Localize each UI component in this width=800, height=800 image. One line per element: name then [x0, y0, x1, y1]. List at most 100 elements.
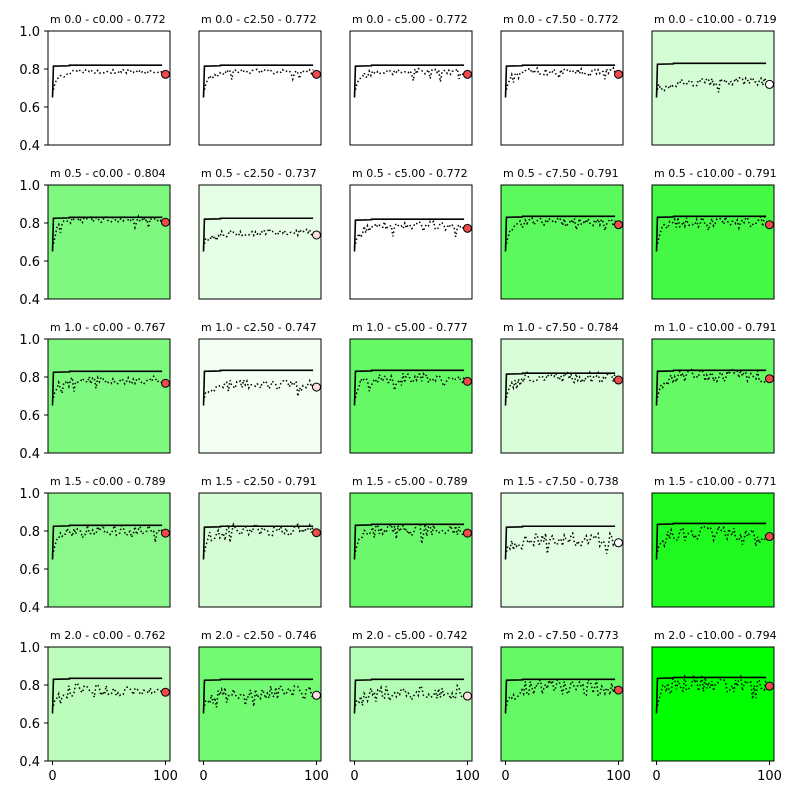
subplot-title: m 0.5 - c2.50 - 0.737 — [201, 167, 317, 180]
subplot-0-0: m 0.0 - c0.00 - 0.772 1.0 0.8 0.6 0.4 — [19, 13, 171, 154]
subplot-1-3: m 0.5 - c7.50 - 0.791 — [500, 167, 624, 300]
epoch-trajectory-line — [353, 371, 465, 402]
subplot-title: m 0.0 - c5.00 - 0.772 — [352, 13, 468, 26]
subplot-4-2: m 2.0 - c5.00 - 0.742 0 100 — [349, 629, 480, 784]
subplot-frame — [198, 30, 322, 146]
y-tick-label: 0.4 — [19, 601, 40, 616]
y-tick-label: 1.0 — [19, 641, 40, 656]
subplot-frame — [47, 492, 171, 608]
subplot-frame — [500, 492, 624, 608]
subplot-3-2: m 1.5 - c5.00 - 0.789 — [349, 475, 473, 608]
x-tick-label: 100 — [304, 769, 329, 784]
subplot-2-3: m 1.0 - c7.50 - 0.784 — [500, 321, 624, 454]
subplot-background — [48, 31, 170, 145]
y-tick-label: 0.8 — [19, 217, 40, 232]
final-value-marker — [160, 217, 170, 227]
subplot-frame — [500, 30, 624, 146]
subplot-background — [48, 493, 170, 607]
subplot-title: m 2.0 - c5.00 - 0.742 — [352, 629, 468, 642]
x-tick-label: 100 — [153, 769, 178, 784]
subplot-background — [350, 493, 472, 607]
x-tick-label: 0 — [501, 769, 509, 784]
subplot-background — [350, 339, 472, 453]
final-value-marker — [613, 220, 623, 230]
epoch-trajectory-line — [655, 75, 767, 94]
subplot-background — [350, 31, 472, 145]
subplot-background — [199, 339, 321, 453]
subplot-background — [501, 647, 623, 761]
subplot-title: m 1.0 - c5.00 - 0.777 — [352, 321, 468, 334]
subplot-background — [199, 185, 321, 299]
final-value-marker — [613, 375, 623, 385]
best-so-far-line — [51, 370, 163, 406]
epoch-trajectory-line — [51, 214, 163, 248]
subplot-background — [350, 647, 472, 761]
final-value-marker — [764, 220, 774, 230]
y-tick-label: 0.6 — [19, 255, 40, 270]
subplot-0-1: m 0.0 - c2.50 - 0.772 — [198, 13, 322, 146]
best-so-far-line — [655, 62, 767, 98]
subplot-1-2: m 0.5 - c5.00 - 0.772 — [349, 167, 473, 300]
subplot-frame — [349, 646, 473, 762]
subplot-0-2: m 0.0 - c5.00 - 0.772 — [349, 13, 473, 146]
final-value-marker — [160, 378, 170, 388]
subplot-2-0: m 1.0 - c0.00 - 0.767 1.0 0.8 0.6 0.4 — [19, 321, 171, 462]
final-value-marker — [764, 681, 774, 691]
y-tick-label: 0.6 — [19, 409, 40, 424]
final-value-marker — [311, 690, 321, 700]
subplot-frame — [500, 646, 624, 762]
subplot-frame — [651, 338, 775, 454]
subplot-title: m 1.0 - c7.50 - 0.784 — [503, 321, 619, 334]
subplot-2-4: m 1.0 - c10.00 - 0.791 — [651, 321, 777, 454]
subplot-title: m 1.5 - c10.00 - 0.771 — [654, 475, 777, 488]
subplot-frame — [198, 184, 322, 300]
epoch-trajectory-line — [51, 68, 163, 94]
epoch-trajectory-line — [51, 522, 163, 556]
x-tick-label: 0 — [48, 769, 56, 784]
y-tick-label: 0.4 — [19, 755, 40, 770]
subplot-background — [652, 185, 774, 299]
subplot-background — [48, 339, 170, 453]
x-tick-label: 100 — [455, 769, 480, 784]
subplot-frame — [47, 646, 171, 762]
final-value-marker — [311, 69, 321, 79]
subplot-frame — [198, 492, 322, 608]
subplot-background — [501, 31, 623, 145]
final-value-marker — [462, 691, 472, 701]
subplot-title: m 2.0 - c7.50 - 0.773 — [503, 629, 619, 642]
subplot-1-1: m 0.5 - c2.50 - 0.737 — [198, 167, 322, 300]
subplot-frame — [349, 184, 473, 300]
y-tick-label: 0.6 — [19, 101, 40, 116]
y-tick-label: 0.4 — [19, 293, 40, 308]
x-tick-label: 0 — [350, 769, 358, 784]
subplot-title: m 0.0 - c0.00 - 0.772 — [50, 13, 166, 26]
epoch-trajectory-line — [202, 67, 314, 94]
subplot-frame — [47, 30, 171, 146]
epoch-trajectory-line — [504, 677, 616, 710]
final-value-marker — [764, 532, 774, 542]
subplot-background — [652, 493, 774, 607]
subplot-frame — [500, 184, 624, 300]
y-tick-label: 1.0 — [19, 25, 40, 40]
y-tick-label: 0.6 — [19, 717, 40, 732]
subplot-title: m 1.5 - c0.00 - 0.789 — [50, 475, 166, 488]
epoch-trajectory-line — [51, 373, 163, 402]
subplot-frame — [47, 184, 171, 300]
subplot-frame — [651, 492, 775, 608]
subplot-title: m 0.5 - c5.00 - 0.772 — [352, 167, 468, 180]
best-so-far-line — [51, 677, 163, 714]
subplot-title: m 2.0 - c0.00 - 0.762 — [50, 629, 166, 642]
best-so-far-line — [504, 525, 616, 560]
subplot-frame — [198, 338, 322, 454]
y-tick-label: 0.4 — [19, 139, 40, 154]
subplot-4-4: m 2.0 - c10.00 - 0.794 0 100 — [651, 629, 782, 784]
subplot-4-1: m 2.0 - c2.50 - 0.746 0 100 — [198, 629, 329, 784]
final-value-marker — [613, 538, 623, 548]
subplot-2-1: m 1.0 - c2.50 - 0.747 — [198, 321, 322, 454]
subplot-0-3: m 0.0 - c7.50 - 0.772 — [500, 13, 624, 146]
subplot-frame — [651, 184, 775, 300]
best-so-far-line — [51, 216, 163, 252]
y-tick-label: 0.8 — [19, 63, 40, 78]
subplot-background — [350, 185, 472, 299]
best-so-far-line — [353, 523, 465, 560]
